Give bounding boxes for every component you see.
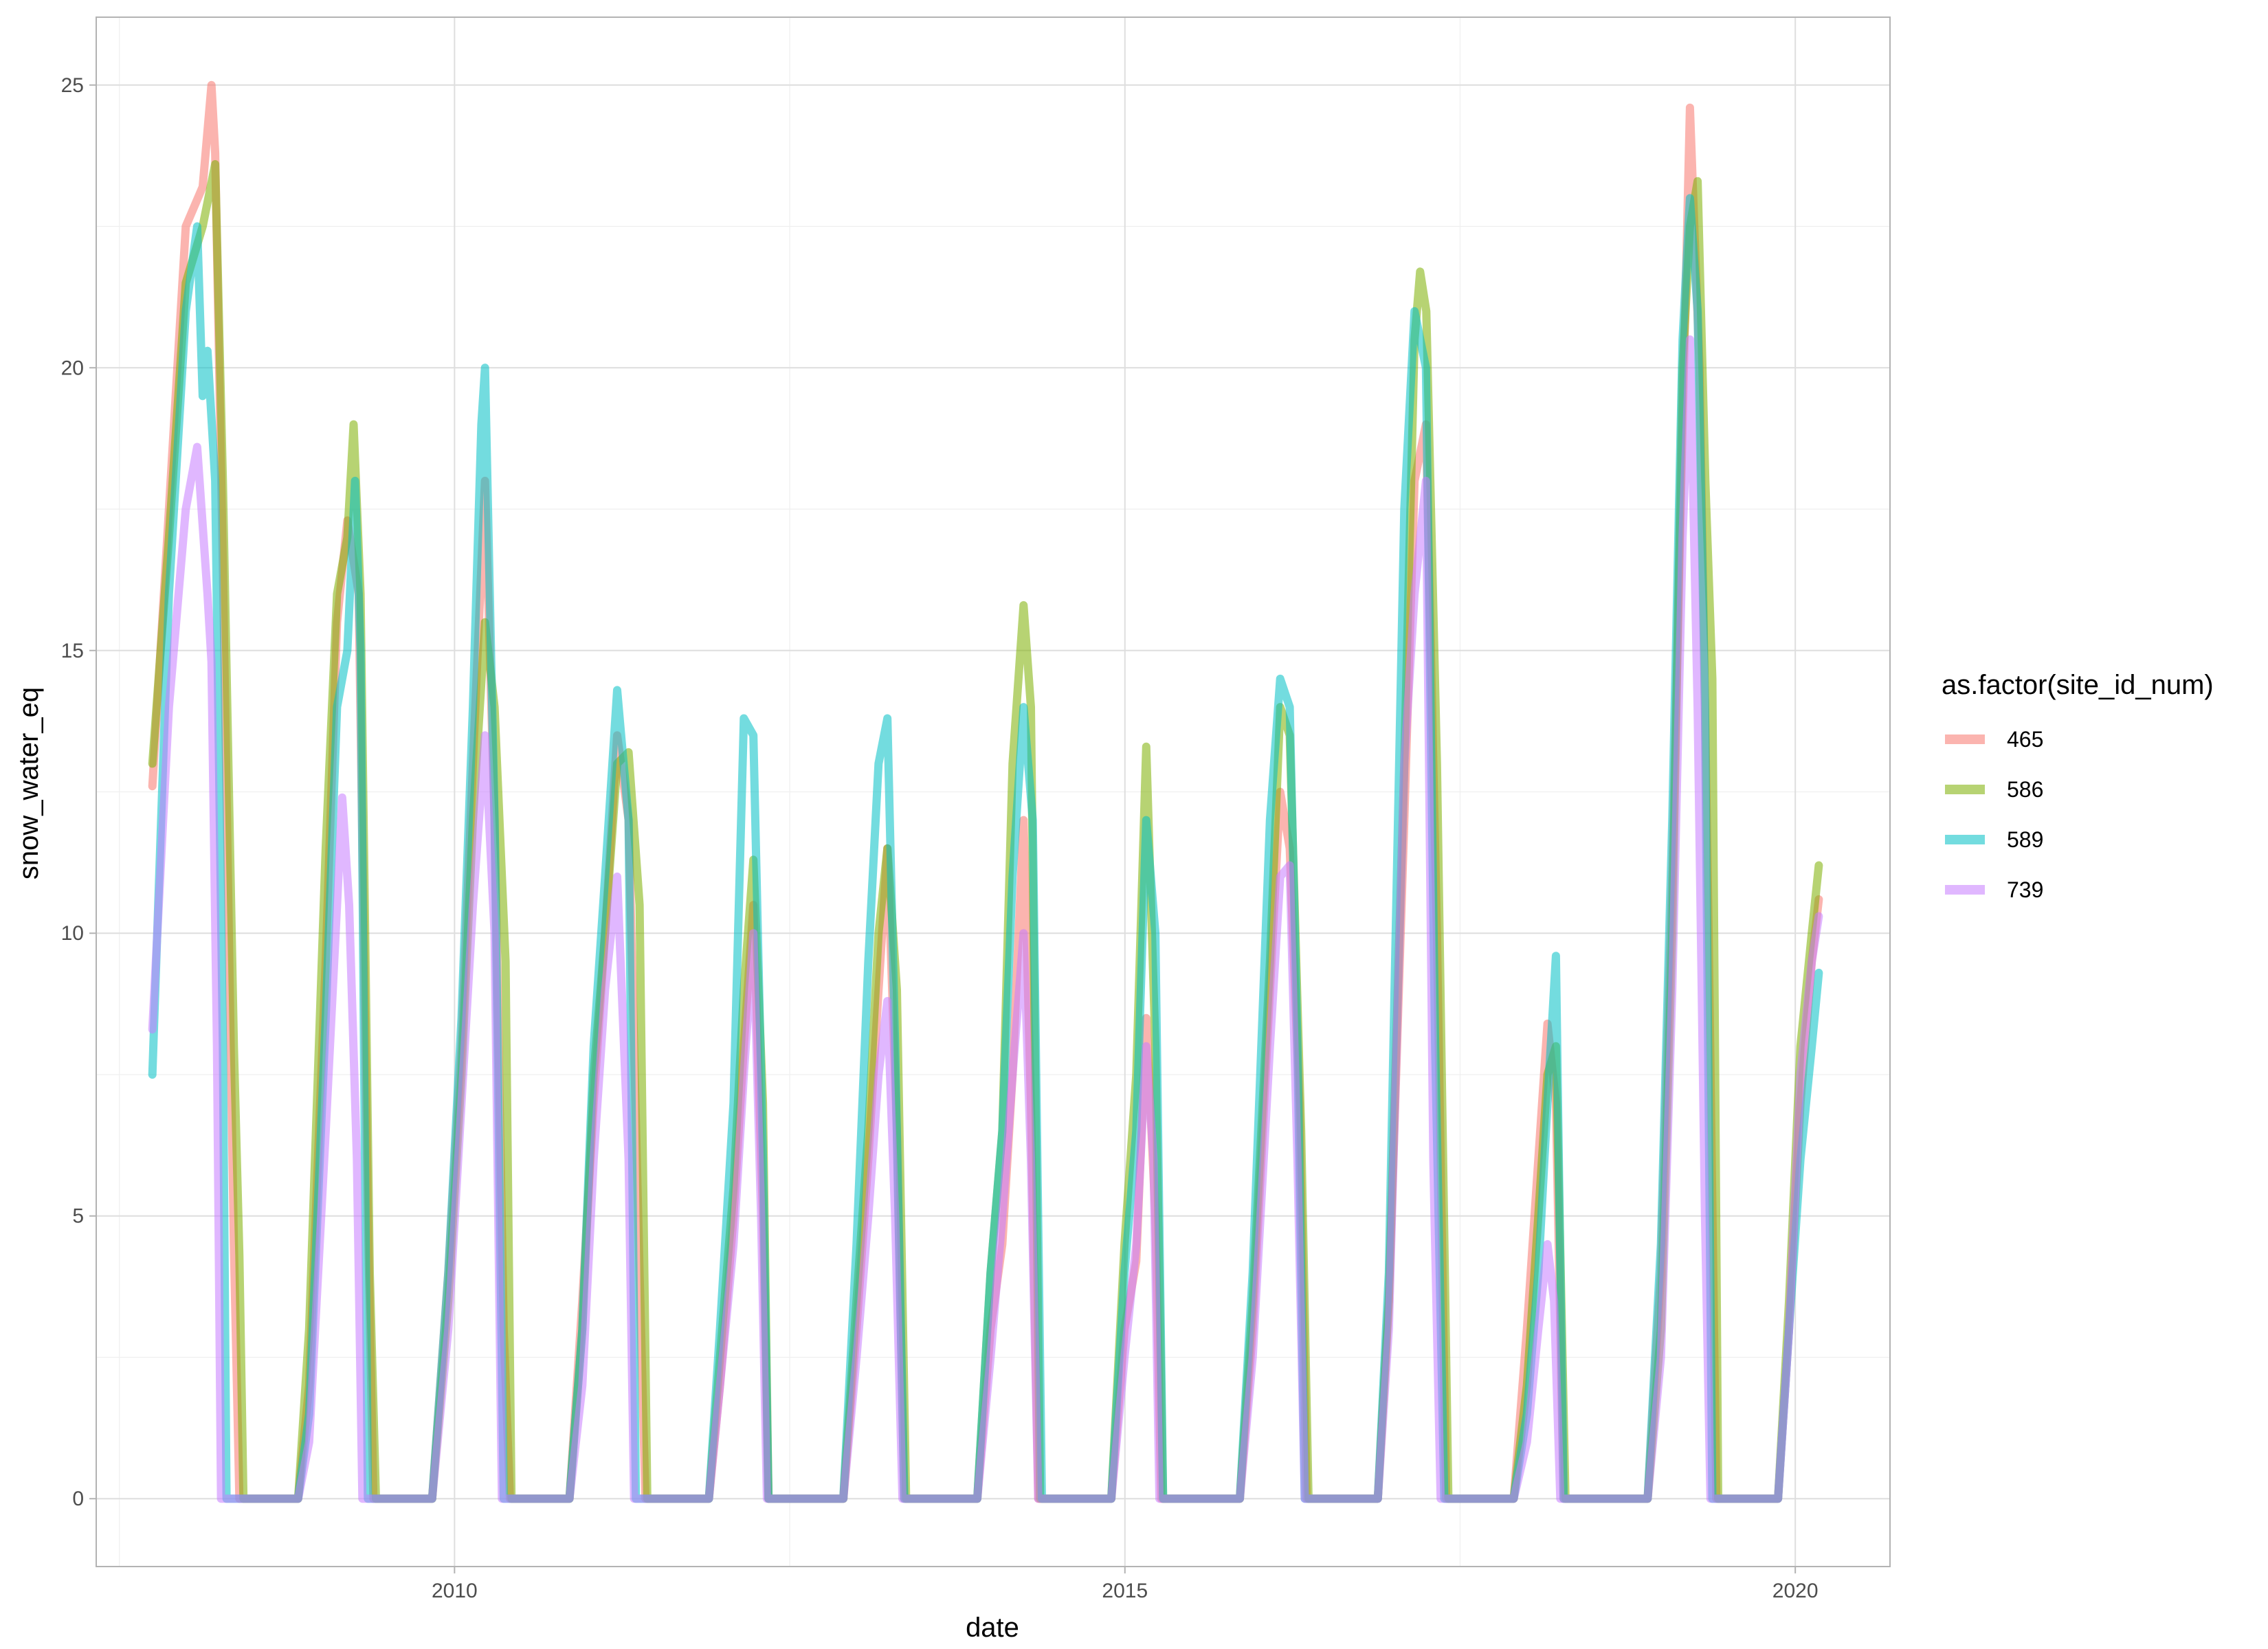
legend: as.factor(site_id_num) 465 586 589 739 — [1942, 670, 2214, 902]
x-tick-label: 2010 — [432, 1580, 478, 1602]
x-tick-label: 2015 — [1102, 1580, 1148, 1602]
y-tick-label: 0 — [72, 1488, 84, 1510]
series-line-739 — [148, 335, 1823, 1503]
legend-label-589: 589 — [2007, 827, 2043, 852]
legend-label-465: 465 — [2007, 727, 2043, 752]
legend-title: as.factor(site_id_num) — [1942, 670, 2214, 700]
x-axis-ticks: 2010 2015 2020 — [432, 1567, 1819, 1602]
y-tick-label: 25 — [61, 74, 84, 97]
y-tick-label: 20 — [61, 357, 84, 379]
y-tick-label: 10 — [61, 922, 84, 945]
plot-panel-border — [96, 16, 1891, 1567]
y-tick-label: 5 — [72, 1205, 84, 1228]
x-axis-title: date — [966, 1613, 1019, 1643]
x-tick-label: 2020 — [1772, 1580, 1819, 1602]
y-tick-label: 15 — [61, 640, 84, 662]
legend-items: 465 586 589 739 — [1945, 727, 2043, 902]
minor-gridlines — [96, 17, 1890, 1567]
legend-label-586: 586 — [2007, 777, 2043, 802]
legend-label-739: 739 — [2007, 877, 2043, 902]
series-lines — [148, 80, 1823, 1503]
y-axis-title: snow_water_eq — [14, 687, 44, 879]
y-axis-ticks: 0 5 10 15 20 25 — [61, 74, 96, 1510]
